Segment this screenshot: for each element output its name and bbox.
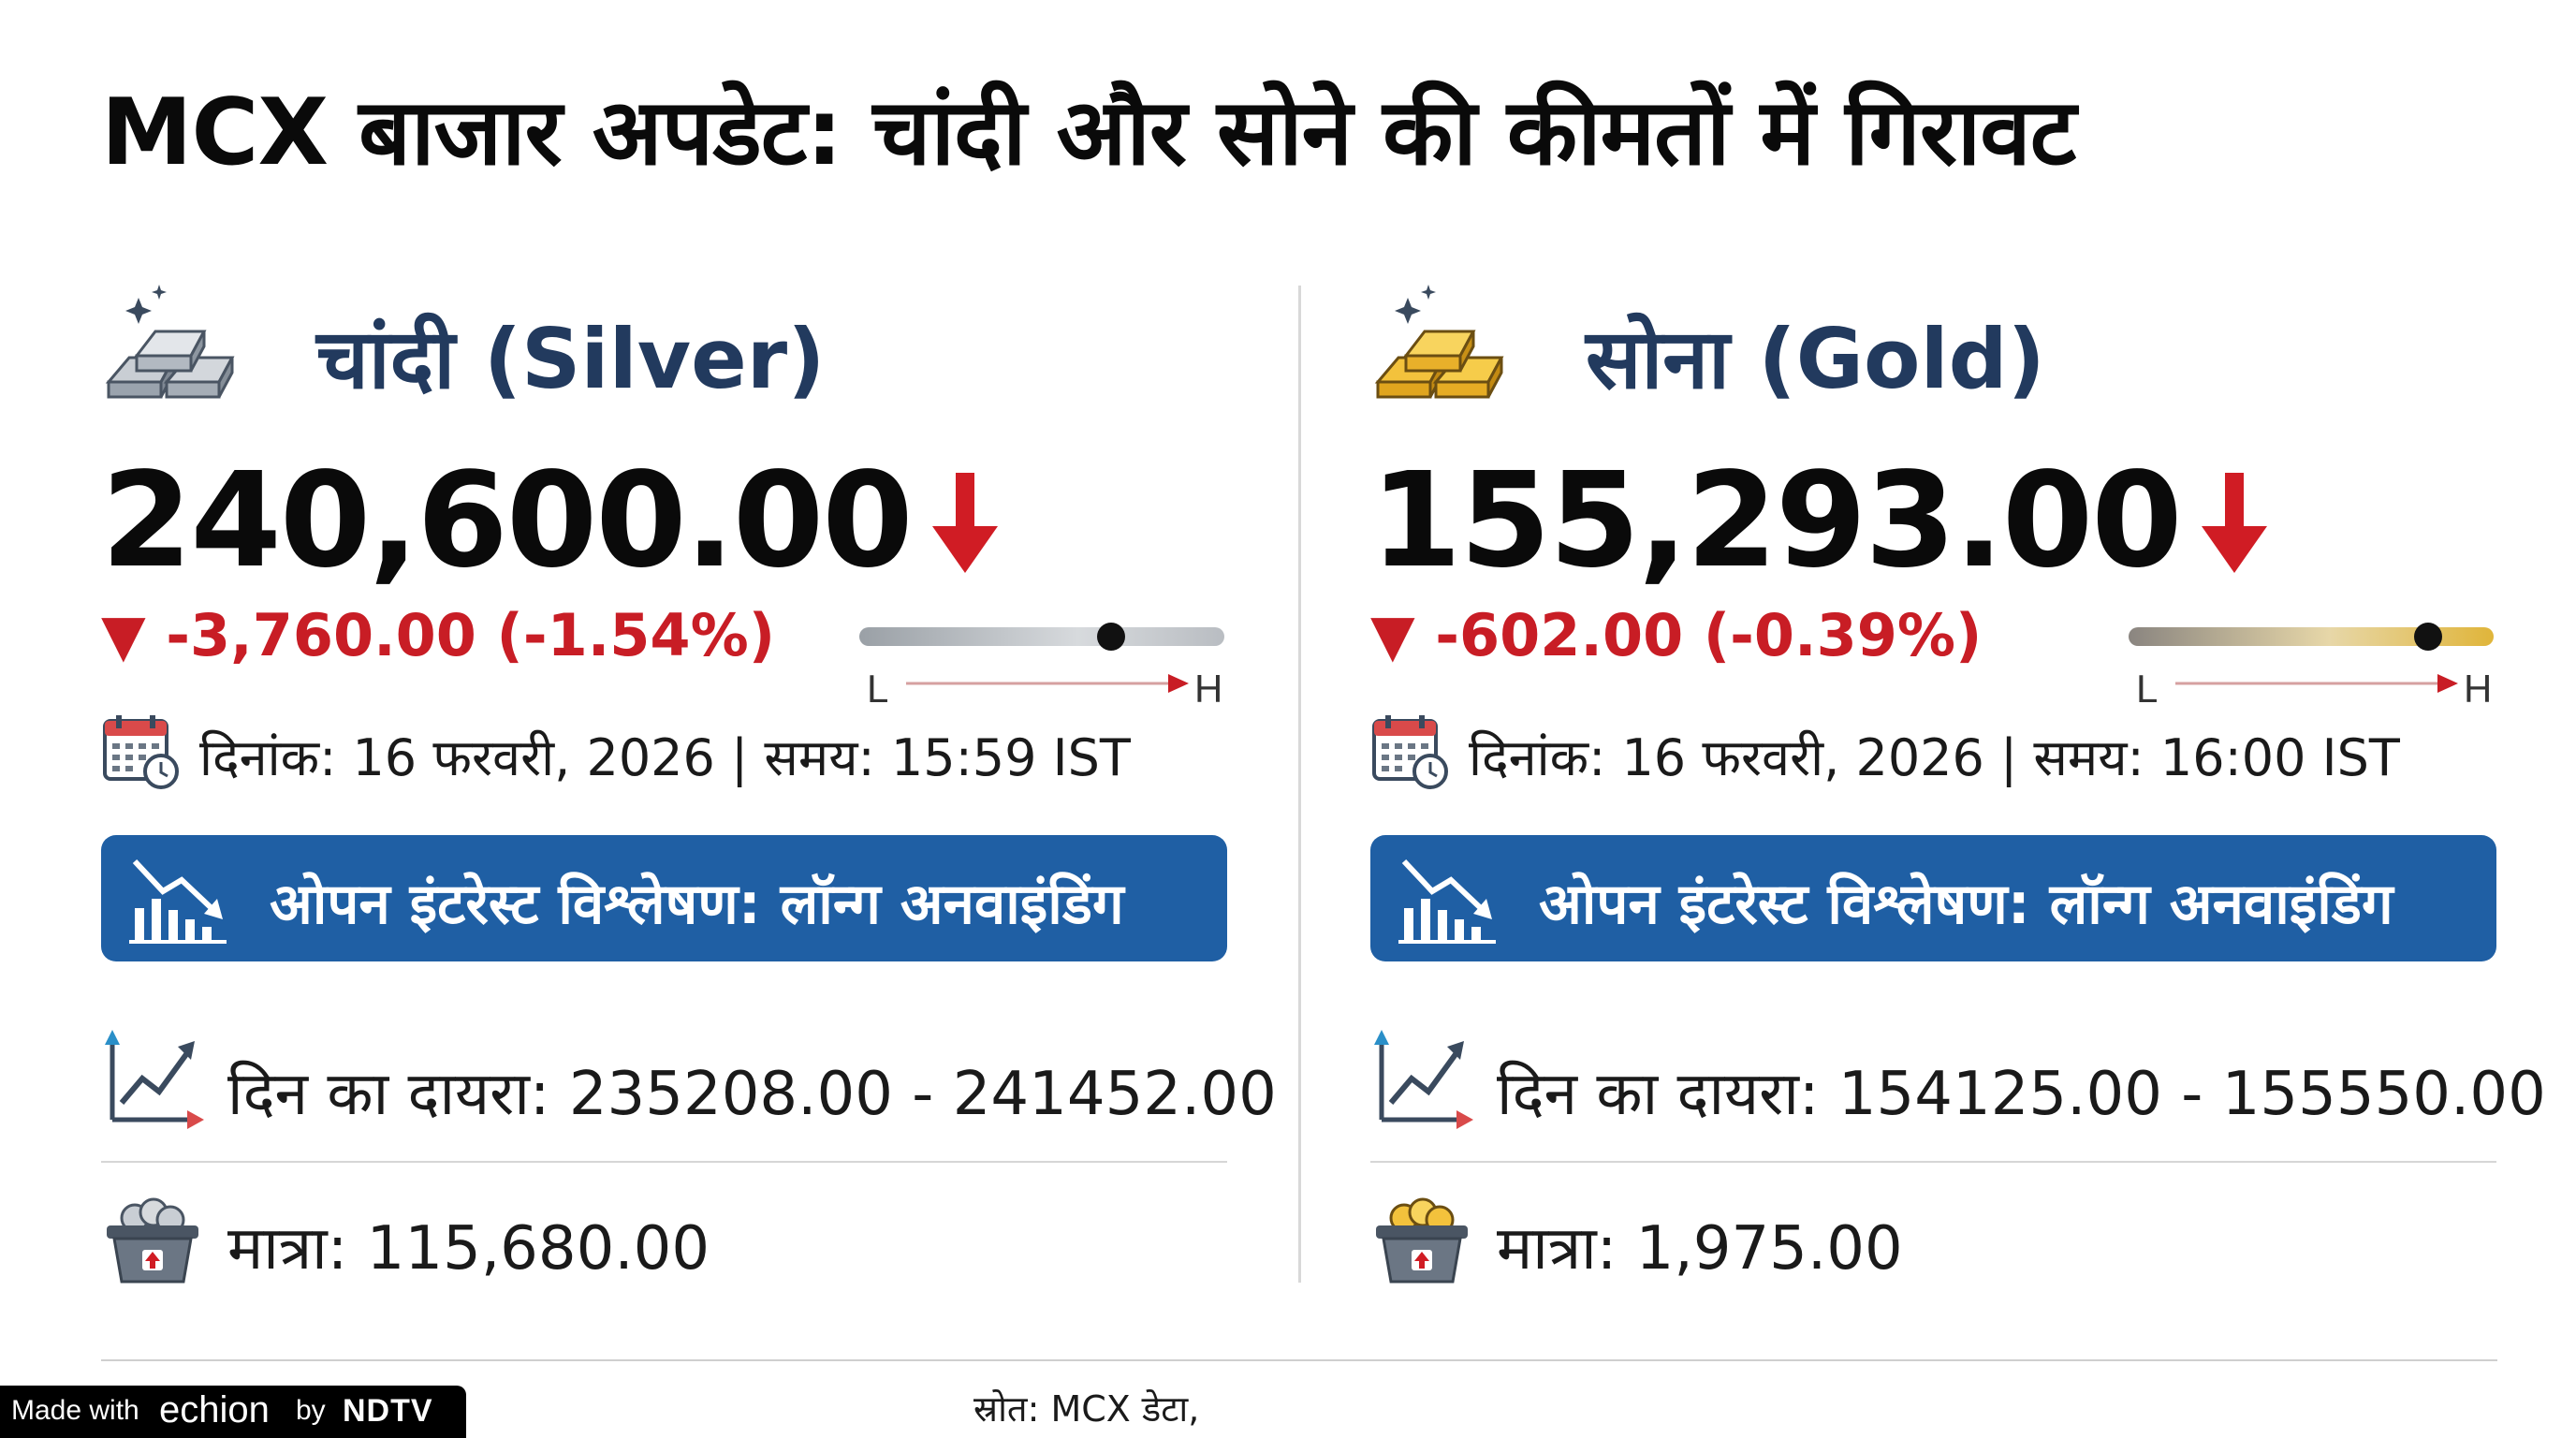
gold-panel: सोना (Gold) 155,293.00 ▼ -602.00 (-0.39%…: [1370, 262, 2546, 1301]
gold-price: 155,293.00: [1370, 445, 2183, 597]
gold-change: ▼ -602.00 (-0.39%): [1370, 601, 1983, 669]
ndtv-logo: NDTV: [343, 1393, 433, 1429]
silver-date-row: दिनांक: 16 फरवरी, 2026 | समय: 15:59 IST: [101, 712, 1224, 796]
silver-title: चांदी (Silver): [316, 311, 826, 407]
silver-panel: चांदी (Silver) 240,600.00 ▼ -3,760.00 (-…: [101, 262, 1277, 1301]
line-chart-up-icon: [1374, 1030, 1473, 1129]
gold-day-range: दिन का दायरा: 154125.00 - 155550.00: [1497, 1060, 2546, 1129]
silver-volume-row: मात्रा: 115,680.00: [101, 1184, 1227, 1297]
silver-oi-analysis: ओपन इंटरेस्ट विश्लेषण: लॉन्ग अनवाइंडिंग: [270, 872, 1124, 937]
down-arrow-icon: [931, 473, 998, 573]
calendar-clock-icon: [1372, 715, 1448, 789]
gold-basket-icon: [1376, 1197, 1468, 1284]
source-note: स्रोत: MCX डेटा,: [973, 1388, 1200, 1430]
range-low-label: L: [867, 667, 888, 711]
gold-row-divider: [1370, 1161, 2496, 1163]
silver-price: 240,600.00: [101, 445, 914, 597]
page-title: MCX बाजार अपडेट: चांदी और सोने की कीमतों…: [101, 80, 2076, 186]
down-arrow-icon: [2201, 473, 2267, 573]
calendar-clock-icon: [103, 715, 179, 789]
footer-divider: [101, 1359, 2497, 1361]
silver-bars-icon: [105, 285, 235, 399]
gold-title: सोना (Gold): [1586, 311, 2045, 407]
range-low-label: L: [2136, 667, 2158, 711]
gold-oi-analysis: ओपन इंटरेस्ट विश्लेषण: लॉन्ग अनवाइंडिंग: [1539, 872, 2393, 937]
gold-date-time: दिनांक: 16 फरवरी, 2026 | समय: 16:00 IST: [1469, 728, 2400, 787]
line-chart-up-icon: [105, 1030, 204, 1129]
range-high-label: H: [1194, 667, 1222, 711]
silver-row-divider: [101, 1161, 1227, 1163]
gold-volume-row: मात्रा: 1,975.00: [1370, 1184, 2496, 1297]
gold-day-range-row: दिन का दायरा: 154125.00 - 155550.00: [1370, 1030, 2546, 1142]
silver-header: चांदी (Silver): [101, 262, 1224, 431]
silver-oi-banner: ओपन इंटरेस्ट विश्लेषण: लॉन्ग अनवाइंडिंग: [101, 835, 1227, 961]
gold-bars-icon: [1374, 285, 1504, 399]
silver-volume: मात्रा: 115,680.00: [227, 1214, 710, 1284]
gold-header: सोना (Gold): [1370, 262, 2494, 431]
badge-made-with: Made with: [11, 1395, 139, 1426]
silver-date-time: दिनांक: 16 फरवरी, 2026 | समय: 15:59 IST: [199, 728, 1131, 787]
column-divider: [1298, 286, 1301, 1283]
badge-by: by: [296, 1395, 326, 1426]
bar-chart-down-icon: [1398, 858, 1496, 944]
range-high-label: H: [2464, 667, 2492, 711]
echion-logo: echion: [159, 1389, 270, 1431]
gold-date-row: दिनांक: 16 फरवरी, 2026 | समय: 16:00 IST: [1370, 712, 2494, 796]
gold-oi-banner: ओपन इंटरेस्ट विश्लेषण: लॉन्ग अनवाइंडिंग: [1370, 835, 2496, 961]
bar-chart-down-icon: [129, 858, 227, 944]
silver-day-range: दिन का दायरा: 235208.00 - 241452.00: [227, 1060, 1277, 1129]
echion-badge[interactable]: Made with echion by NDTV: [0, 1386, 466, 1438]
gold-range-indicator: L H: [2129, 623, 2494, 711]
silver-day-range-row: दिन का दायरा: 235208.00 - 241452.00: [101, 1030, 1277, 1142]
gold-volume: मात्रा: 1,975.00: [1497, 1214, 1903, 1284]
silver-change: ▼ -3,760.00 (-1.54%): [101, 601, 776, 669]
silver-range-indicator: L H: [859, 623, 1224, 711]
silver-basket-icon: [107, 1197, 198, 1284]
